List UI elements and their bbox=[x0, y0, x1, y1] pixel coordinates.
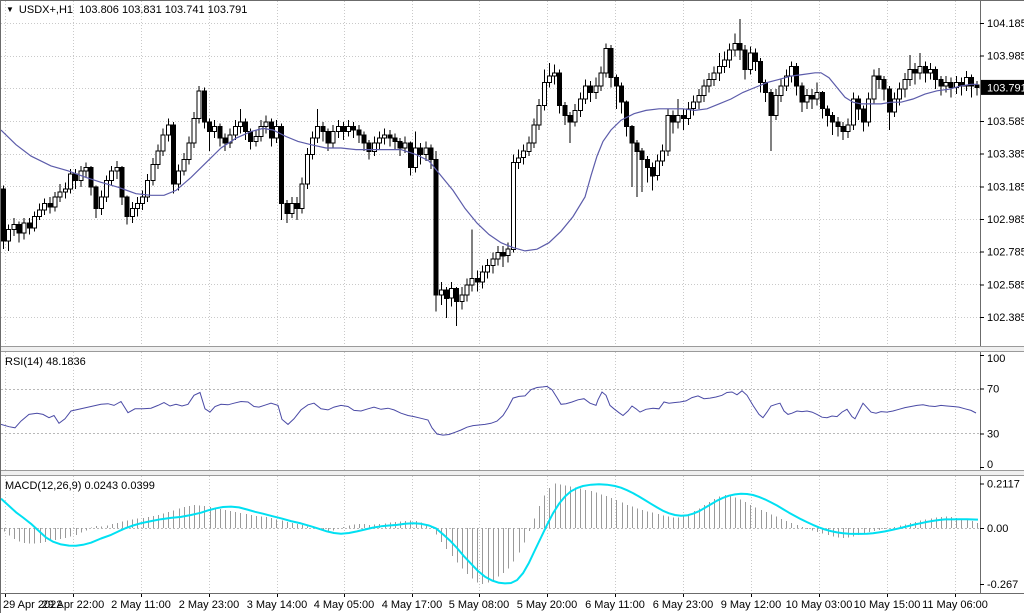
horizontal-gridlines bbox=[1, 23, 980, 318]
svg-text:0: 0 bbox=[987, 459, 993, 470]
price-axis-labels: 104.185 103.985 103.585 103.385 103.185 102.9… bbox=[980, 18, 1024, 324]
svg-text:10 May 03:00: 10 May 03:00 bbox=[786, 599, 853, 611]
candlestick-chart-canvas[interactable]: 104.185 103.985 103.585 103.385 103.185 102.9… bbox=[1, 1, 1024, 346]
svg-text:2 May 23:00: 2 May 23:00 bbox=[179, 599, 240, 611]
rsi-pane[interactable]: 100 70 30 0 bbox=[1, 352, 1024, 470]
pane-splitter-macd[interactable] bbox=[1, 470, 1024, 476]
time-axis[interactable]: 29 Apr 2022 29 Apr 22:00 2 May 11:00 2 May … bbox=[1, 593, 1024, 613]
svg-text:6 May 11:00: 6 May 11:00 bbox=[585, 599, 645, 611]
svg-text:29 Apr 2022: 29 Apr 2022 bbox=[3, 599, 62, 611]
svg-text:29 Apr 22:00: 29 Apr 22:00 bbox=[42, 599, 104, 611]
svg-text:103.585: 103.585 bbox=[987, 116, 1024, 128]
vertical-gridlines bbox=[5, 476, 956, 593]
svg-text:10 May 15:00: 10 May 15:00 bbox=[854, 599, 921, 611]
svg-text:103.791: 103.791 bbox=[987, 82, 1024, 94]
time-ticks bbox=[5, 594, 956, 597]
current-price-badge: 103.791 bbox=[981, 79, 1024, 95]
svg-text:30: 30 bbox=[987, 428, 999, 440]
svg-text:5 May 08:00: 5 May 08:00 bbox=[449, 599, 510, 611]
svg-text:102.785: 102.785 bbox=[987, 247, 1024, 259]
macd-axis-labels: 0.2117 0.00 -0.267 bbox=[980, 479, 1020, 591]
svg-text:102.985: 102.985 bbox=[987, 214, 1024, 226]
macd-pane[interactable]: 0.2117 0.00 -0.267 bbox=[1, 476, 1024, 593]
candles bbox=[1, 18, 980, 327]
svg-text:6 May 23:00: 6 May 23:00 bbox=[653, 599, 714, 611]
svg-text:103.985: 103.985 bbox=[987, 51, 1024, 63]
svg-text:-0.267: -0.267 bbox=[987, 579, 1018, 591]
svg-text:102.385: 102.385 bbox=[987, 312, 1024, 324]
rsi-axis-labels: 100 70 30 0 bbox=[980, 353, 1005, 470]
vertical-gridlines bbox=[5, 352, 956, 470]
svg-text:103.185: 103.185 bbox=[987, 181, 1024, 193]
svg-text:102.585: 102.585 bbox=[987, 279, 1024, 291]
svg-text:5 May 20:00: 5 May 20:00 bbox=[517, 599, 578, 611]
macd-histogram bbox=[4, 483, 978, 584]
pane-splitter-rsi[interactable] bbox=[1, 346, 1024, 352]
svg-text:2 May 11:00: 2 May 11:00 bbox=[111, 599, 171, 611]
rsi-level-lines bbox=[1, 389, 980, 434]
macd-chart-canvas[interactable]: 0.2117 0.00 -0.267 bbox=[1, 476, 1024, 593]
svg-text:100: 100 bbox=[987, 353, 1005, 365]
rsi-chart-canvas[interactable]: 100 70 30 0 bbox=[1, 352, 1024, 470]
svg-text:11 May 06:00: 11 May 06:00 bbox=[922, 599, 988, 611]
svg-text:9 May 12:00: 9 May 12:00 bbox=[721, 599, 782, 611]
vertical-gridlines bbox=[5, 1, 956, 346]
macd-signal-line bbox=[1, 483, 979, 585]
svg-text:104.185: 104.185 bbox=[987, 18, 1024, 30]
svg-text:103.385: 103.385 bbox=[987, 149, 1024, 161]
svg-text:0.00: 0.00 bbox=[987, 523, 1008, 535]
svg-text:4 May 05:00: 4 May 05:00 bbox=[314, 599, 375, 611]
svg-text:4 May 17:00: 4 May 17:00 bbox=[382, 599, 443, 611]
svg-text:0.2117: 0.2117 bbox=[987, 479, 1020, 491]
svg-text:70: 70 bbox=[987, 384, 999, 396]
main-price-pane[interactable]: 104.185 103.985 103.585 103.385 103.185 102.9… bbox=[1, 1, 1024, 346]
rsi-line bbox=[1, 385, 977, 436]
moving-average-line bbox=[1, 72, 978, 252]
svg-text:3 May 14:00: 3 May 14:00 bbox=[247, 599, 308, 611]
